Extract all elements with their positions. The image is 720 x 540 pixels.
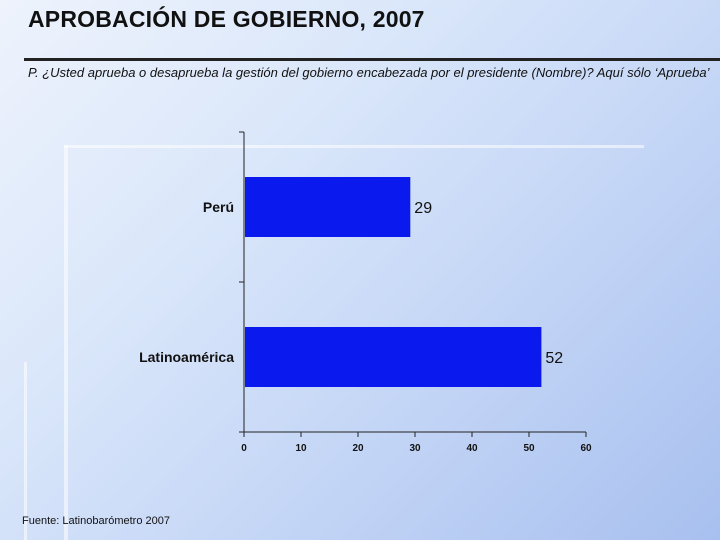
chart-plot-area: 0 10 20 30 40 50 60 Perú 29 Latinoamérica 52 [139,131,592,454]
bar [245,177,411,237]
x-tick-label: 40 [466,443,478,454]
data-label: 29 [414,200,432,217]
decorative-stripe [64,145,68,540]
category-label: Latinoamérica [139,349,234,365]
x-tick-label: 20 [352,443,364,454]
decorative-stripe [24,362,27,540]
decorative-stripe [64,145,644,148]
x-tick-label: 0 [241,443,247,454]
page-title: APROBACIÓN DE GOBIERNO, 2007 [28,6,425,32]
data-label: 52 [545,350,563,367]
x-tick-label: 10 [295,443,307,454]
source-note: Fuente: Latinobarómetro 2007 [22,515,170,527]
category-label: Perú [203,199,234,215]
survey-question: P. ¿Usted aprueba o desaprueba la gestió… [28,65,710,80]
x-tick-label: 50 [523,443,535,454]
bar [245,327,542,387]
title-divider [24,58,720,61]
x-tick-label: 30 [409,443,421,454]
x-tick-label: 60 [580,443,592,454]
